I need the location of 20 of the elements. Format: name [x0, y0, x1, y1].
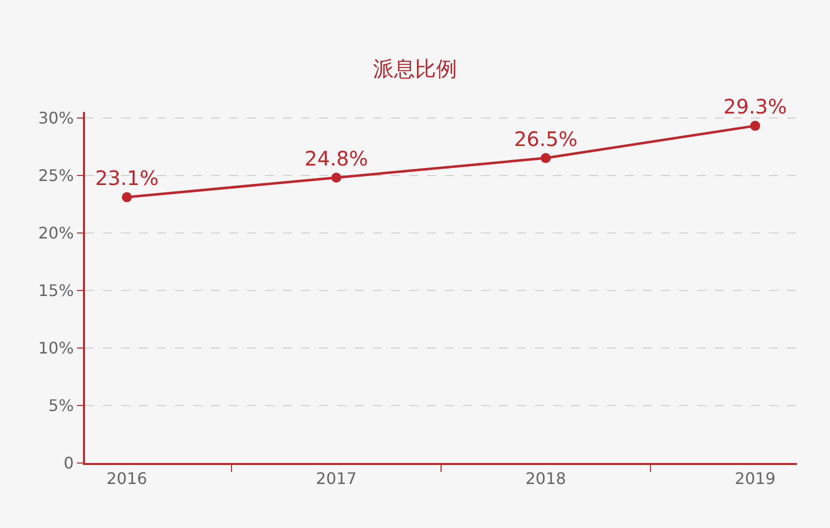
y-tick-label: 30%	[38, 108, 74, 128]
y-tick-label: 10%	[38, 338, 74, 358]
point	[540, 153, 551, 164]
data-label: 29.3%	[723, 94, 787, 119]
chart-title: 派息比例	[373, 56, 457, 81]
point	[122, 192, 132, 202]
y-tick-label: 0	[64, 454, 74, 473]
x-tick-label: 2017	[316, 469, 357, 488]
x-tick-label: 2019	[734, 469, 776, 488]
y-tick-label: 25%	[38, 166, 74, 185]
data-label: 23.1%	[95, 166, 159, 190]
y-tick-label: 5%	[48, 396, 74, 416]
data-label: 24.8%	[304, 146, 368, 170]
data-label: 26.5%	[514, 126, 578, 151]
x-tick-label: 2018	[525, 469, 566, 488]
y-tick-label: 20%	[38, 223, 74, 242]
point	[750, 120, 760, 131]
y-tick-label: 15%	[38, 280, 74, 300]
point	[331, 172, 342, 183]
x-tick-label: 2016	[106, 469, 148, 488]
